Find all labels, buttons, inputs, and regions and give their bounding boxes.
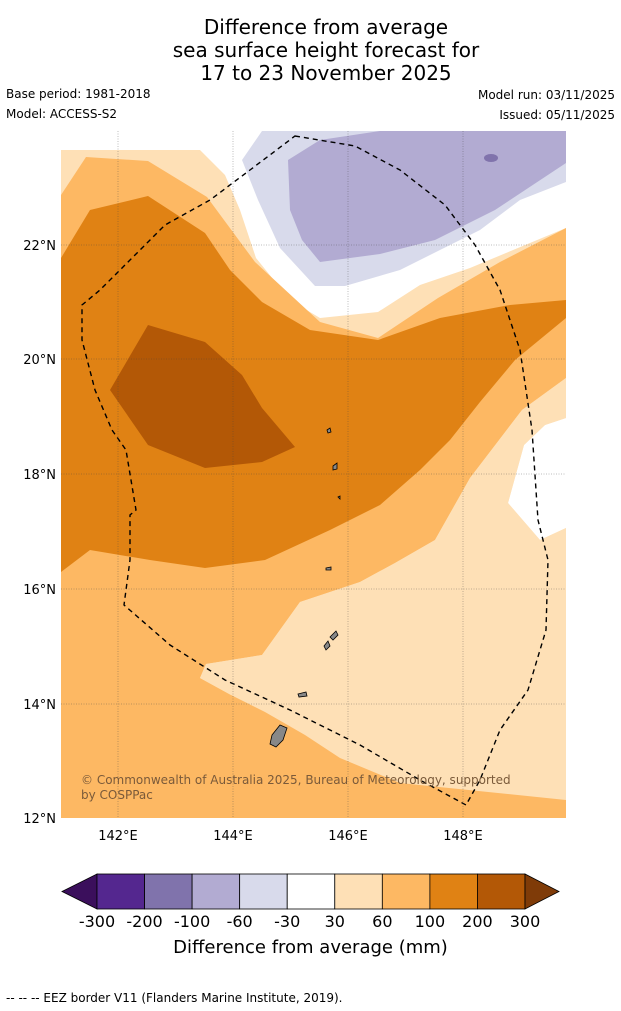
- colorbar-bin: [239, 873, 288, 910]
- colorbar-bin: [96, 873, 145, 910]
- colorbar-extend-high: [524, 873, 560, 910]
- colorbar-tick-label: 60: [372, 912, 392, 931]
- title-line-3: 17 to 23 November 2025: [200, 61, 452, 85]
- colorbar-bin: [381, 873, 431, 910]
- island-tinian: [323, 640, 331, 651]
- lon-label-144: 144°E: [213, 829, 253, 844]
- colorbar-extend-low: [61, 873, 98, 910]
- colorbar-label: Difference from average (mm): [173, 937, 448, 958]
- eez-border: [81, 135, 549, 806]
- colorbar-bin: [477, 873, 526, 910]
- island-rota: [297, 691, 308, 698]
- contour-30-60-south: [200, 378, 566, 770]
- contour-200-300: [110, 325, 295, 468]
- colorbar-tick-label: -100: [174, 912, 210, 931]
- colorbar-tick-label: 30: [325, 912, 345, 931]
- contour-minus-60-100: [288, 131, 566, 262]
- contour-minus-100-200: [484, 154, 498, 162]
- lat-label-16: 16°N: [23, 583, 56, 598]
- colorbar-tick-label: -300: [79, 912, 115, 931]
- contour-neutral-east: [508, 418, 566, 540]
- lon-label-142: 142°E: [98, 829, 138, 844]
- colorbar-tick-label: -200: [126, 912, 162, 931]
- copyright-line-1: © Commonwealth of Australia 2025, Bureau…: [81, 773, 511, 787]
- lat-label-14: 14°N: [23, 698, 56, 713]
- colorbar-tick-label: -60: [227, 912, 253, 931]
- colorbar-bin: [429, 873, 478, 910]
- base-period: Base period: 1981-2018: [6, 87, 151, 101]
- title-line-1: Difference from average: [203, 15, 449, 39]
- graticule: [61, 131, 566, 818]
- colorbar-bin: [334, 873, 383, 910]
- island-guam: [269, 724, 288, 748]
- island-group: [269, 427, 341, 748]
- colorbar-tick-label: 100: [415, 912, 446, 931]
- colorbar-tick-label: -30: [274, 912, 300, 931]
- lon-label-146: 146°E: [328, 829, 368, 844]
- colorbar-bin: [286, 873, 336, 910]
- copyright-line-2: by COSPPac: [81, 788, 153, 802]
- map-title: Difference from average sea surface heig…: [0, 16, 621, 85]
- island-alamagan: [337, 495, 341, 500]
- model-name: Model: ACCESS-S2: [6, 107, 118, 121]
- island-pagan: [326, 427, 332, 434]
- issued-date: Issued: 05/11/2025: [499, 108, 615, 122]
- colorbar-tick-label: 300: [510, 912, 541, 931]
- colorbar-bin: [191, 873, 241, 910]
- colorbar-tick-label: 200: [462, 912, 493, 931]
- island-anatahan: [332, 462, 338, 471]
- title-line-2: sea surface height forecast for: [172, 38, 480, 62]
- lat-label-12: 12°N: [23, 812, 56, 827]
- lat-label-22: 22°N: [23, 239, 56, 254]
- island-aguijan: [325, 566, 332, 571]
- colorbar: -300 -200 -100 -60 -30 30 60 100 200 300: [61, 873, 560, 931]
- lat-label-20: 20°N: [23, 353, 56, 368]
- colorbar-bin: [144, 873, 193, 910]
- lat-label-18: 18°N: [23, 468, 56, 483]
- eez-note: -- -- -- EEZ border V11 (Flanders Marine…: [6, 991, 343, 1005]
- model-run-date: Model run: 03/11/2025: [477, 88, 615, 102]
- island-saipan: [329, 630, 339, 641]
- contour-layer: [61, 131, 566, 818]
- contour-100-200: [61, 196, 566, 572]
- lon-label-148: 148°E: [443, 829, 483, 844]
